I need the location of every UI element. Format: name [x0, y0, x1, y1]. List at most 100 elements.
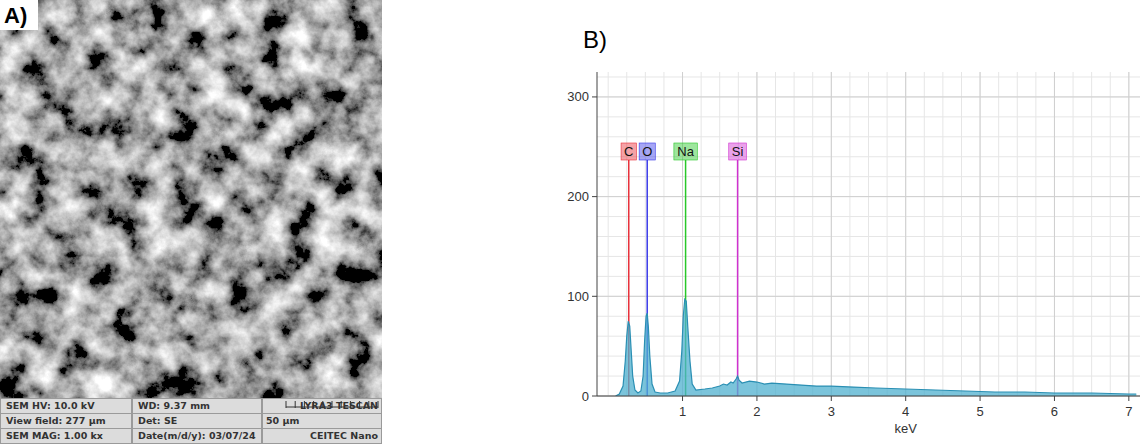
- info-cell: [263, 414, 382, 429]
- x-tick-label: 6: [1051, 404, 1058, 419]
- info-cell: [133, 414, 262, 429]
- minor-grid: [597, 216, 1140, 217]
- minor-grid: [597, 376, 1140, 377]
- minor-grid: [812, 72, 813, 396]
- info-text: Det: SE: [138, 415, 177, 426]
- minor-grid: [1091, 72, 1092, 396]
- x-tick-label: 5: [976, 404, 983, 419]
- element-label: C: [621, 143, 636, 160]
- x-tick: [831, 396, 832, 401]
- info-cell: [1, 399, 132, 414]
- x-tick: [756, 396, 757, 401]
- x-tick-label: 4: [902, 404, 909, 419]
- element-box: [674, 143, 697, 160]
- minor-grid: [597, 276, 1140, 277]
- minor-grid: [905, 72, 906, 396]
- panel-label: B): [583, 26, 607, 53]
- x-axis: [597, 396, 1140, 397]
- minor-grid: [701, 72, 702, 396]
- x-tick: [980, 396, 981, 401]
- info-text: SEM HV: 10.0 kV: [6, 400, 95, 411]
- minor-grid: [998, 72, 999, 396]
- element-label: Na: [674, 143, 697, 160]
- y-tick-label: 100: [567, 289, 589, 304]
- minor-grid: [849, 72, 850, 396]
- minor-grid: [1017, 72, 1018, 396]
- scale-text: 50 μm: [266, 415, 300, 426]
- minor-grid: [597, 136, 1140, 137]
- minor-grid: [597, 196, 1140, 197]
- info-cell: [263, 399, 382, 414]
- x-tick: [682, 396, 683, 401]
- grid-line: [980, 72, 981, 396]
- element-text: C: [624, 144, 633, 159]
- minor-grid: [942, 72, 943, 396]
- minor-grid: [597, 296, 1140, 297]
- y-tick-label: 200: [567, 189, 589, 204]
- grid-line: [1054, 72, 1055, 396]
- info-bar: [0, 398, 382, 444]
- minor-grid: [597, 176, 1140, 177]
- plot-area: [616, 160, 1137, 396]
- x-tick-label: 7: [1125, 404, 1132, 419]
- element-box: [639, 143, 655, 160]
- x-tick-label: 1: [679, 404, 686, 419]
- sem-image: [0, 0, 382, 398]
- minor-grid: [980, 72, 981, 396]
- info-text: View field: 277 μm: [6, 415, 106, 426]
- minor-grid: [1035, 72, 1036, 396]
- x-tick: [905, 396, 906, 401]
- info-cell: [1, 414, 132, 429]
- grid-line: [597, 196, 1140, 197]
- minor-grid: [1073, 72, 1074, 396]
- spectrum-line: [616, 299, 1137, 396]
- minor-grid: [597, 116, 1140, 117]
- y-tick: [592, 396, 597, 397]
- grid-line: [597, 296, 1140, 297]
- brand: LYRA3 TESCAN: [300, 400, 378, 411]
- y-tick: [592, 296, 597, 297]
- grid-line: [1128, 72, 1129, 396]
- x-tick: [1054, 396, 1055, 401]
- minor-grid: [597, 236, 1140, 237]
- scale-tick: [295, 401, 296, 408]
- element-text: Si: [732, 144, 744, 159]
- info-cell: [263, 429, 382, 444]
- minor-grid: [663, 72, 664, 396]
- minor-grid: [597, 316, 1140, 317]
- minor-grid: [597, 336, 1140, 337]
- element-text: Na: [677, 144, 694, 159]
- y-tick-label: 0: [582, 389, 589, 404]
- minor-grid: [738, 72, 739, 396]
- x-tick-label: 3: [828, 404, 835, 419]
- grid: [597, 72, 1140, 396]
- facility: CEITEC Nano: [310, 430, 378, 441]
- minor-grid: [597, 356, 1140, 357]
- element-label: Si: [729, 143, 747, 160]
- info-cell: [133, 429, 262, 444]
- sem-image-bg: [0, 0, 382, 398]
- info-text: WD: 9.37 mm: [138, 400, 210, 411]
- info-text: Date(m/d/y): 03/07/24: [138, 430, 256, 441]
- minor-grid: [608, 72, 609, 396]
- minor-grid: [597, 256, 1140, 257]
- element-label: O: [639, 143, 655, 160]
- y-tick: [592, 96, 597, 97]
- spectrum-fill: [616, 299, 1137, 396]
- y-tick: [592, 196, 597, 197]
- x-axis-title: keV: [894, 421, 917, 436]
- minor-grid: [597, 396, 1140, 397]
- info-cell: [133, 399, 262, 414]
- minor-grid: [756, 72, 757, 396]
- element-box: [729, 143, 747, 160]
- annotations: CO Na Si: [621, 143, 746, 160]
- grid-line: [905, 72, 906, 396]
- figure: A) SEM HV: 10.0 kV WD: 9.37 mm View field: …: [0, 0, 1145, 444]
- minor-grid: [597, 96, 1140, 97]
- element-line: [737, 160, 739, 396]
- grid-line: [756, 72, 757, 396]
- minor-grid: [887, 72, 888, 396]
- panel-label: A): [4, 3, 27, 28]
- element-box: [621, 143, 636, 160]
- minor-grid: [775, 72, 776, 396]
